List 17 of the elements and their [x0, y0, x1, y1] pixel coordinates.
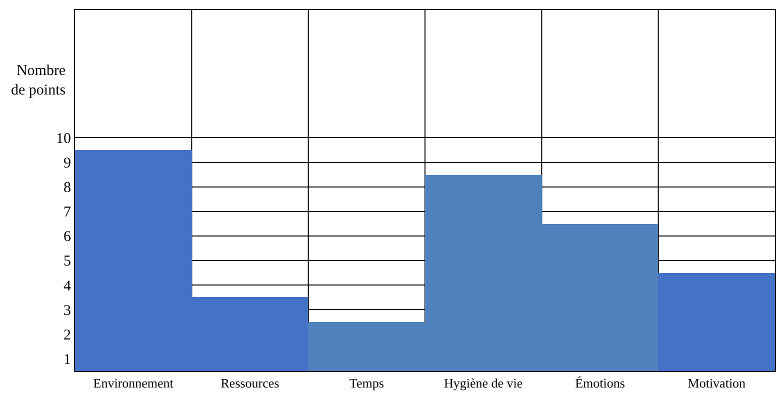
y-tick-label: 7: [64, 204, 72, 221]
x-tick-label: Émotions: [575, 376, 625, 391]
y-tick-label: 2: [64, 327, 71, 344]
y-tick-label: 5: [64, 254, 71, 270]
x-tick-label: Hygiène de vie: [444, 376, 523, 391]
x-tick-label: Temps: [349, 376, 384, 391]
x-tick-label: Environnement: [93, 376, 174, 391]
x-tick-label: Motivation: [688, 376, 746, 391]
y-tick-label: 10: [56, 130, 71, 147]
y-tick-label: 3: [64, 302, 71, 319]
y-tick-label: 1: [64, 352, 71, 368]
y-tick-label: 8: [64, 180, 71, 196]
y-axis-title: Nombre de points: [11, 63, 66, 98]
y-tick-label: 4: [64, 278, 72, 294]
y-tick-label: 9: [64, 156, 71, 172]
y-tick-label: 6: [64, 229, 72, 246]
x-tick-label: Ressources: [220, 376, 280, 391]
